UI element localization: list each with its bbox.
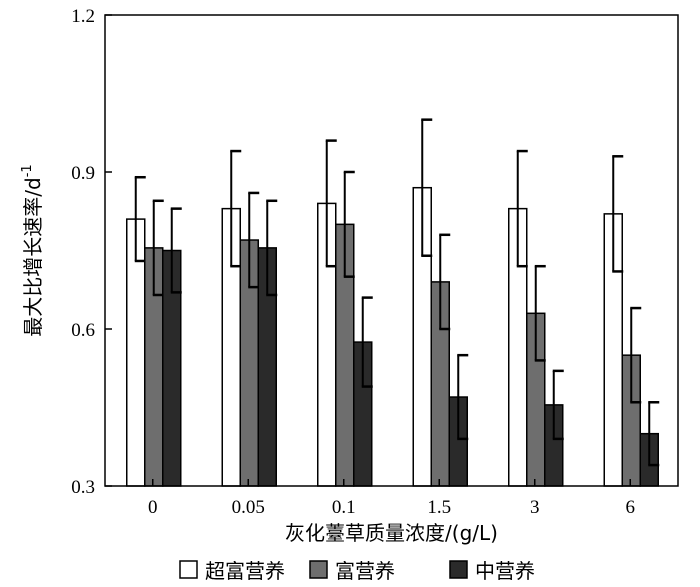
legend-swatch-2 (309, 560, 328, 579)
x-axis: 0 0.05 0.1 1.5 3 6 (148, 479, 635, 518)
bars-layer (126, 118, 660, 487)
x-tick-label: 6 (626, 497, 636, 518)
x-tick-label: 0.1 (332, 497, 356, 518)
legend-swatch-1 (179, 560, 198, 579)
y-tick-label: 0.3 (71, 477, 95, 498)
legend: 超富营养 富营养 中营养 (179, 559, 535, 583)
plot-frame (104, 14, 679, 487)
legend-swatch-3 (449, 560, 468, 579)
y-tick-label: 0.9 (71, 163, 95, 184)
y-tick-label: 1.2 (71, 6, 95, 27)
legend-label-2: 富营养 (335, 559, 395, 583)
legend-label-3: 中营养 (475, 559, 535, 583)
y-axis-title-text: 最大比增长速率/d (21, 177, 45, 336)
x-tick-label: 3 (530, 497, 540, 518)
y-axis: 0.3 0.6 0.9 1.2 (71, 6, 112, 498)
x-tick-label: 0 (148, 497, 158, 518)
x-tick-label: 1.5 (427, 497, 451, 518)
x-axis-title: 灰化薹草质量浓度/(g/L) (285, 521, 498, 545)
legend-label-1: 超富营养 (205, 559, 285, 583)
x-tick-label: 0.05 (232, 497, 265, 518)
y-axis-title-superscript: -1 (20, 164, 35, 177)
y-axis-title: 最大比增长速率/d-1 (20, 164, 45, 336)
y-tick-label: 0.6 (71, 320, 95, 341)
